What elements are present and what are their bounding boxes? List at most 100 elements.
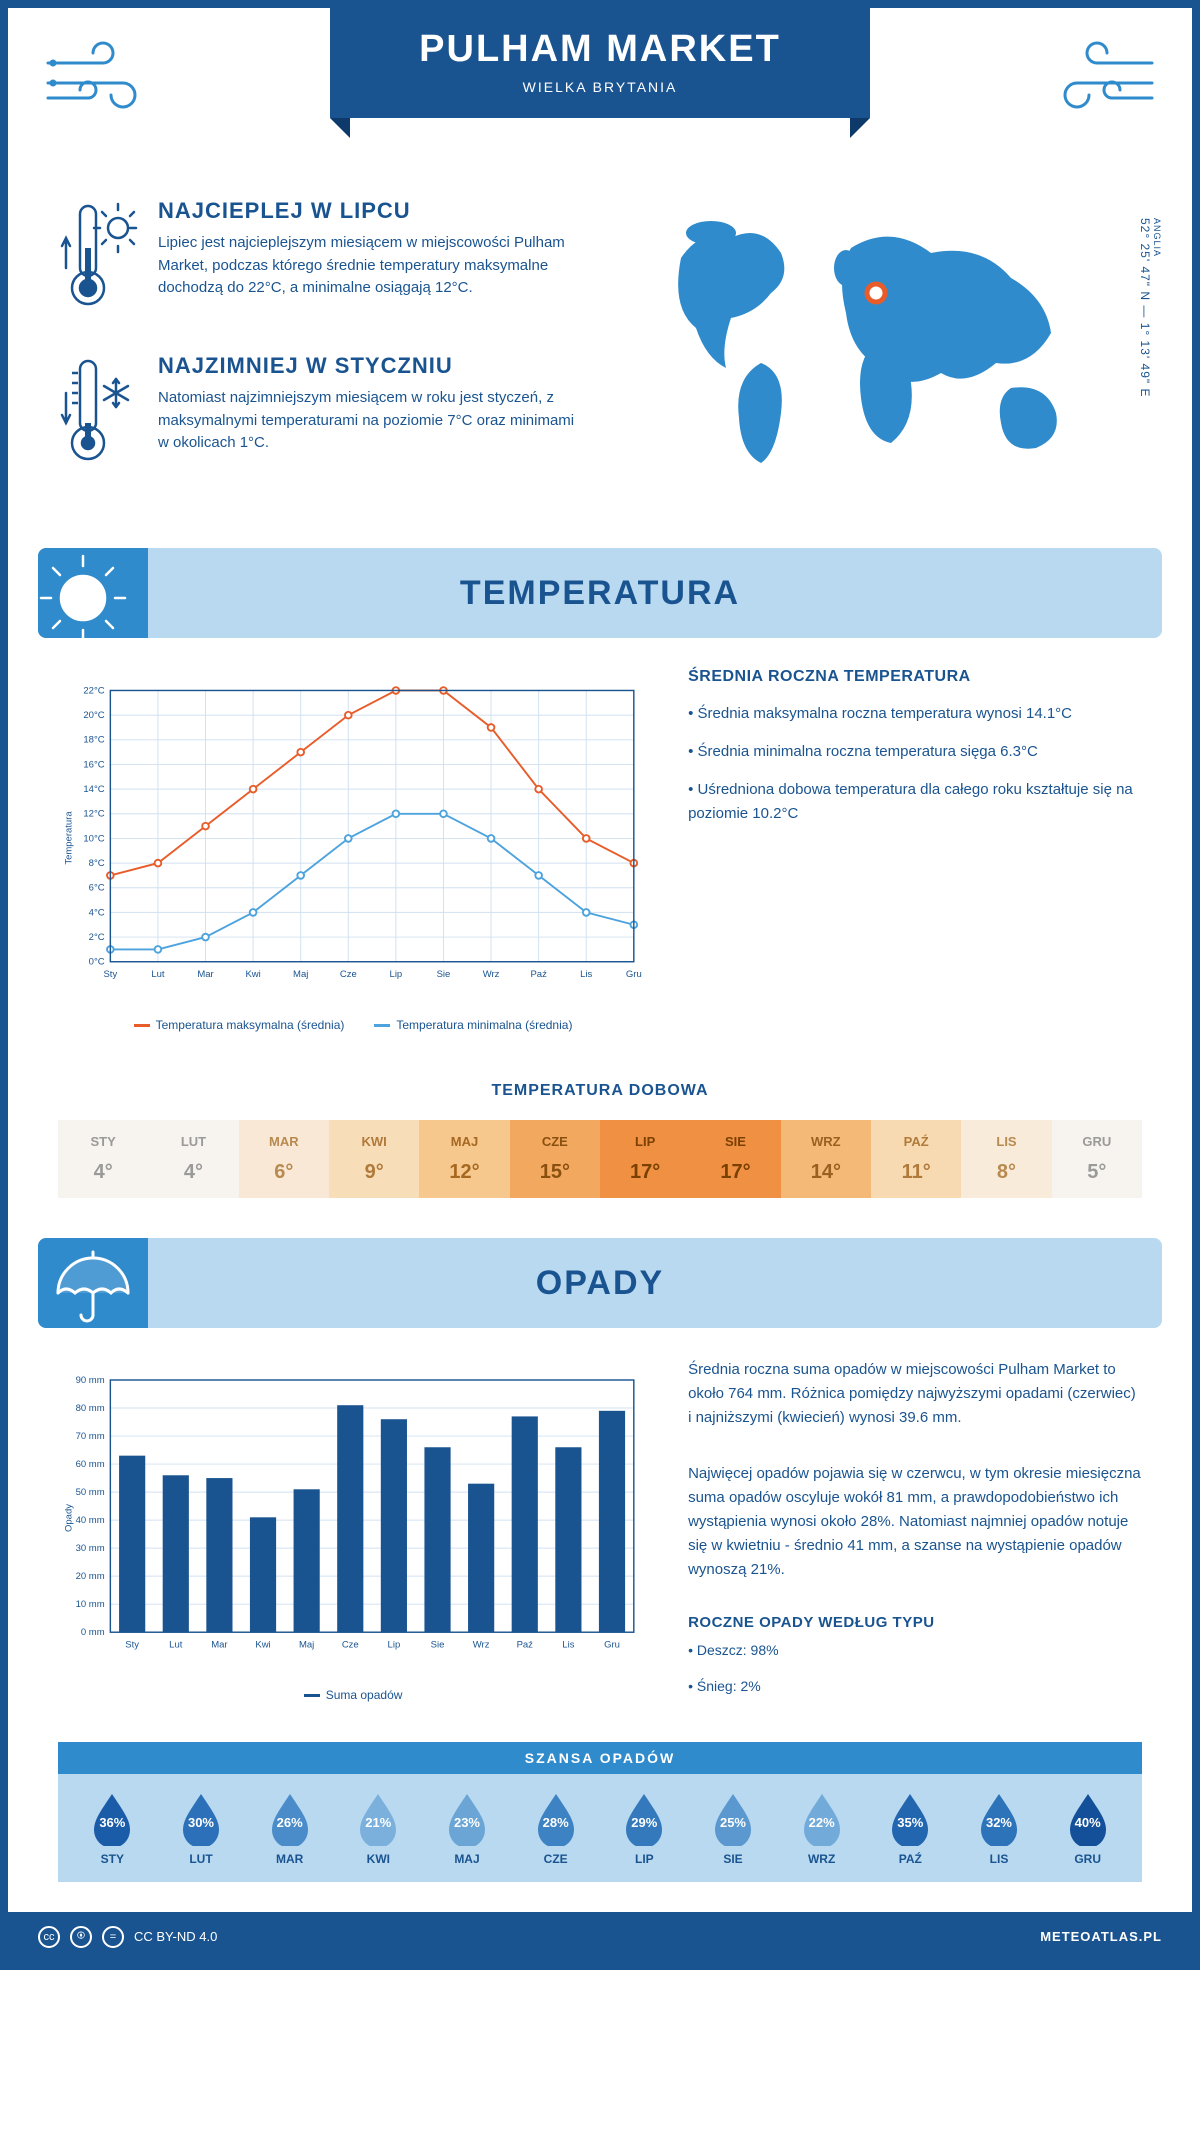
svg-text:Mar: Mar [211, 1639, 227, 1650]
month-cell: GRU5° [1052, 1120, 1142, 1198]
temp-section-header: TEMPERATURA [38, 548, 1162, 638]
precip-section-header: OPADY [38, 1238, 1162, 1328]
svg-text:Sie: Sie [437, 969, 451, 980]
month-value: 12° [423, 1161, 505, 1184]
drop-value: 35% [888, 1790, 932, 1846]
thermometer-hot-icon [58, 198, 138, 323]
svg-text:Wrz: Wrz [483, 969, 500, 980]
chance-body: 36%STY30%LUT26%MAR21%KWI23%MAJ28%CZE29%L… [58, 1774, 1142, 1882]
svg-text:Lis: Lis [580, 969, 592, 980]
drop-value: 21% [356, 1790, 400, 1846]
lon-label: 1° 13' 49" E [1138, 323, 1152, 398]
month-label: MAJ [423, 1134, 505, 1149]
svg-text:Sty: Sty [103, 969, 117, 980]
by-icon: 🅯 [70, 1926, 92, 1948]
drop-month: STY [68, 1852, 157, 1866]
location-marker [867, 284, 885, 302]
drop-month: PAŹ [866, 1852, 955, 1866]
cc-icon: cc [38, 1926, 60, 1948]
drop-icon: 26% [268, 1790, 312, 1846]
drop-value: 26% [268, 1790, 312, 1846]
svg-text:20°C: 20°C [83, 710, 104, 721]
svg-text:Lut: Lut [151, 969, 165, 980]
drop-icon: 36% [90, 1790, 134, 1846]
drop-value: 22% [800, 1790, 844, 1846]
svg-text:0 mm: 0 mm [81, 1627, 105, 1638]
month-cell: LIS8° [961, 1120, 1051, 1198]
drop-cell: 26% MAR [245, 1790, 334, 1866]
drop-icon: 28% [534, 1790, 578, 1846]
month-value: 4° [62, 1161, 144, 1184]
world-map [620, 198, 1142, 478]
precip-stats: Średnia roczna suma opadów w miejscowośc… [688, 1358, 1142, 1712]
svg-text:30 mm: 30 mm [76, 1543, 105, 1554]
svg-text:90 mm: 90 mm [76, 1375, 105, 1386]
precip-legend: Suma opadów [58, 1688, 648, 1702]
svg-text:Maj: Maj [293, 969, 308, 980]
month-value: 15° [514, 1161, 596, 1184]
svg-text:Wrz: Wrz [473, 1639, 490, 1650]
svg-text:50 mm: 50 mm [76, 1487, 105, 1498]
precip-text2: Najwięcej opadów pojawia się w czerwcu, … [688, 1462, 1142, 1582]
drop-value: 32% [977, 1790, 1021, 1846]
month-cell: WRZ14° [781, 1120, 871, 1198]
chance-title: SZANSA OPADÓW [58, 1742, 1142, 1774]
temp-chart: 0°C2°C4°C6°C8°C10°C12°C14°C16°C18°C20°C2… [58, 668, 648, 1008]
month-value: 17° [694, 1161, 776, 1184]
svg-text:16°C: 16°C [83, 759, 104, 770]
drop-cell: 30%LUT [157, 1790, 246, 1866]
month-label: LIS [965, 1134, 1047, 1149]
svg-text:40 mm: 40 mm [76, 1515, 105, 1526]
temp-title: TEMPERATURA [38, 548, 1162, 638]
drop-month: MAJ [423, 1852, 512, 1866]
month-value: 5° [1056, 1161, 1138, 1184]
daily-temp-section: TEMPERATURA DOBOWA STY4°LUT4°MAR6°KWI9°M… [8, 1062, 1192, 1238]
drop-cell: 25%SIE [689, 1790, 778, 1866]
stat-item: • Średnia maksymalna roczna temperatura … [688, 702, 1142, 726]
drop-icon: 32% [977, 1790, 1021, 1846]
month-cell: CZE15° [510, 1120, 600, 1198]
svg-text:Temperatura: Temperatura [63, 811, 74, 865]
footer-license: cc 🅯 = CC BY-ND 4.0 [38, 1926, 217, 1948]
drop-month: GRU [1043, 1852, 1132, 1866]
month-cell: LUT4° [148, 1120, 238, 1198]
page-subtitle: WIELKA BRYTANIA [330, 79, 870, 95]
month-value: 11° [875, 1161, 957, 1184]
drop-cell: 21% KWI [334, 1790, 423, 1866]
month-label: MAR [243, 1134, 325, 1149]
map-block: ANGLIA 52° 25' 47" N — 1° 13' 49" E [620, 198, 1142, 508]
temp-chart-wrap: 0°C2°C4°C6°C8°C10°C12°C14°C16°C18°C20°C2… [58, 668, 648, 1032]
wind-icon-left [38, 38, 158, 118]
svg-text:6°C: 6°C [89, 883, 105, 894]
svg-text:Kwi: Kwi [245, 969, 260, 980]
svg-text:Lip: Lip [390, 969, 403, 980]
title-banner: PULHAM MARKET WIELKA BRYTANIA [330, 8, 870, 118]
drop-month: KWI [334, 1852, 423, 1866]
drop-value: 29% [622, 1790, 666, 1846]
daily-title: TEMPERATURA DOBOWA [58, 1082, 1142, 1100]
intro-left: NAJCIEPLEJ W LIPCU Lipiec jest najcieple… [58, 198, 580, 508]
drop-month: WRZ [777, 1852, 866, 1866]
legend-max: Temperatura maksymalna (średnia) [134, 1018, 345, 1032]
legend-precip: Suma opadów [304, 1688, 403, 1702]
coldest-block: NAJZIMNIEJ W STYCZNIU Natomiast najzimni… [58, 353, 580, 478]
month-cell: STY4° [58, 1120, 148, 1198]
month-label: KWI [333, 1134, 415, 1149]
svg-text:14°C: 14°C [83, 784, 104, 795]
types-title: ROCZNE OPADY WEDŁUG TYPU [688, 1614, 1142, 1631]
svg-text:Cze: Cze [342, 1639, 359, 1650]
drop-cell: 23%MAJ [423, 1790, 512, 1866]
drop-value: 25% [711, 1790, 755, 1846]
page-title: PULHAM MARKET [330, 28, 870, 71]
month-cell: KWI9° [329, 1120, 419, 1198]
drop-month: LIP [600, 1852, 689, 1866]
page: PULHAM MARKET WIELKA BRYTANIA NAJCIEPLEJ… [0, 0, 1200, 1970]
svg-text:12°C: 12°C [83, 809, 104, 820]
svg-text:22°C: 22°C [83, 685, 104, 696]
svg-text:Maj: Maj [299, 1639, 314, 1650]
svg-text:Gru: Gru [626, 969, 642, 980]
month-cell: LIP17° [600, 1120, 690, 1198]
footer-site: METEOATLAS.PL [1040, 1929, 1162, 1944]
type-item: • Deszcz: 98% [688, 1639, 1142, 1661]
drop-month: MAR [245, 1852, 334, 1866]
